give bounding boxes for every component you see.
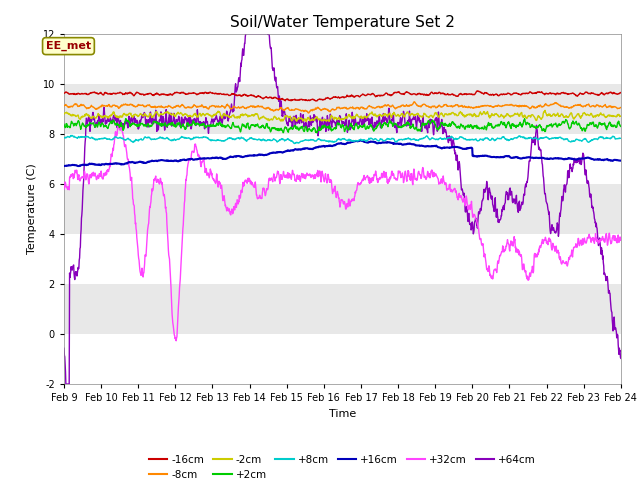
Bar <box>64 234 621 284</box>
Bar <box>64 184 621 234</box>
Bar <box>64 284 621 334</box>
Title: Soil/Water Temperature Set 2: Soil/Water Temperature Set 2 <box>230 15 455 30</box>
Y-axis label: Temperature (C): Temperature (C) <box>27 163 37 254</box>
Bar <box>64 34 621 84</box>
X-axis label: Time: Time <box>329 408 356 419</box>
Text: EE_met: EE_met <box>46 41 91 51</box>
Bar <box>64 84 621 134</box>
Bar <box>64 334 621 384</box>
Bar <box>64 134 621 184</box>
Legend: -16cm, -8cm, -2cm, +2cm, +8cm, +16cm, +32cm, +64cm: -16cm, -8cm, -2cm, +2cm, +8cm, +16cm, +3… <box>145 450 540 480</box>
